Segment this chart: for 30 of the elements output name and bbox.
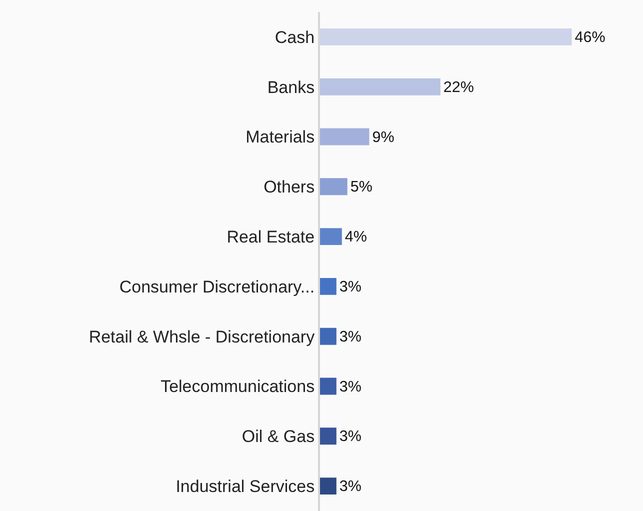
- data-label: 5%: [350, 178, 373, 196]
- bar: [320, 328, 336, 345]
- bar: [320, 228, 342, 246]
- data-label: 3%: [339, 478, 362, 496]
- y-tick-label: Oil & Gas: [242, 427, 315, 446]
- bar: [320, 478, 336, 495]
- data-label: 3%: [339, 278, 362, 296]
- y-tick-label: Consumer Discretionary...: [119, 277, 315, 296]
- bar: [320, 278, 336, 295]
- bar: [320, 128, 370, 146]
- y-tick-label: Banks: [267, 78, 315, 97]
- data-label: 46%: [574, 29, 606, 46]
- bar: [320, 378, 336, 395]
- data-label: 22%: [443, 78, 474, 96]
- y-tick-label: Others: [264, 178, 315, 197]
- y-tick-label: Materials: [246, 128, 315, 147]
- y-tick-label: Real Estate: [226, 228, 315, 246]
- bar: [320, 78, 440, 96]
- data-label: 3%: [339, 378, 362, 396]
- y-tick-label: Retail & Whsle - Discretionary: [88, 327, 316, 346]
- data-label: 4%: [344, 228, 368, 246]
- bar: [320, 428, 336, 445]
- data-label: 3%: [339, 428, 362, 446]
- bar: [320, 178, 348, 196]
- data-label: 3%: [339, 328, 362, 346]
- y-tick-label: Cash: [274, 28, 315, 47]
- y-tick-label: Telecommunications: [160, 377, 315, 396]
- bar: [320, 28, 572, 46]
- y-tick-label: Industrial Services: [176, 477, 315, 496]
- data-label: 9%: [372, 128, 395, 146]
